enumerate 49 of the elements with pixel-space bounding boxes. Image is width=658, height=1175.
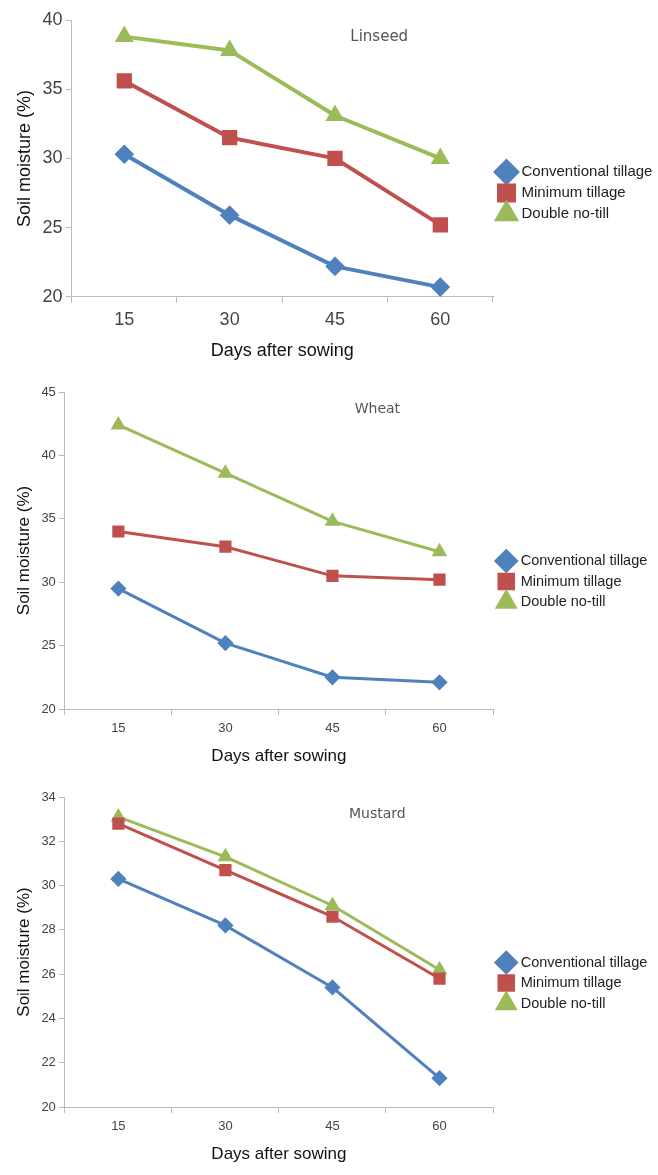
legend-label: Minimum tillage xyxy=(520,974,622,990)
y-tick-label: 25 xyxy=(42,216,63,237)
y-tick-label: 30 xyxy=(42,147,63,168)
text: Linseed xyxy=(350,27,409,46)
x-tick-label: 15 xyxy=(114,308,135,329)
y-tick-label: 45 xyxy=(41,383,56,399)
legend-label: Minimum tillage xyxy=(520,572,622,589)
x-tick-label: 60 xyxy=(432,720,447,736)
x-tick-label: 45 xyxy=(324,308,345,329)
legend-label: Conventional tillage xyxy=(521,162,653,180)
y-tick-label: 40 xyxy=(41,446,56,462)
y-tick-label: 35 xyxy=(41,510,56,526)
x-tick-label: 60 xyxy=(430,308,451,329)
y-tick-label: 30 xyxy=(41,877,56,893)
x-tick-label: 15 xyxy=(111,1118,126,1134)
text: Wheat xyxy=(354,399,401,416)
x-tick-label: 45 xyxy=(325,720,340,736)
x-axis-title: Days after sowing xyxy=(210,340,354,361)
legend-label: Double no-till xyxy=(521,204,610,222)
y-axis-title: Soil moisture (%) xyxy=(13,89,34,227)
y-tick-label: 20 xyxy=(42,285,63,306)
y-tick-label: 24 xyxy=(41,1010,56,1026)
y-tick-label: 20 xyxy=(41,700,56,716)
legend-label: Double no-till xyxy=(520,994,606,1011)
x-axis-title: Days after sowing xyxy=(211,746,347,766)
y-tick-label: 32 xyxy=(41,832,56,848)
x-tick-label: 30 xyxy=(218,1118,233,1134)
y-axis-title: Soil moisture (%) xyxy=(13,887,33,1017)
x-tick-label: 15 xyxy=(111,720,126,736)
legend-label: Minimum tillage xyxy=(521,183,626,201)
y-tick-label: 22 xyxy=(41,1054,56,1070)
x-axis-title: Days after sowing xyxy=(211,1144,347,1164)
y-tick-label: 26 xyxy=(41,965,56,981)
y-tick-label: 35 xyxy=(42,78,63,99)
legend-label: Double no-till xyxy=(520,593,606,609)
y-tick-label: 25 xyxy=(41,637,56,653)
legend-label: Conventional tillage xyxy=(520,953,648,970)
y-tick-label: 20 xyxy=(41,1098,56,1114)
x-tick-label: 30 xyxy=(218,720,233,736)
y-tick-label: 28 xyxy=(41,921,56,937)
y-tick-label: 34 xyxy=(41,788,56,804)
x-tick-label: 60 xyxy=(432,1118,447,1134)
x-tick-label: 45 xyxy=(325,1118,340,1134)
text: Mustard xyxy=(349,804,406,821)
legend-label: Conventional tillage xyxy=(520,552,648,568)
y-axis-title: Soil moisture (%) xyxy=(13,485,33,616)
x-tick-label: 30 xyxy=(219,308,240,329)
y-tick-label: 30 xyxy=(41,573,56,589)
y-tick-label: 40 xyxy=(42,8,63,29)
